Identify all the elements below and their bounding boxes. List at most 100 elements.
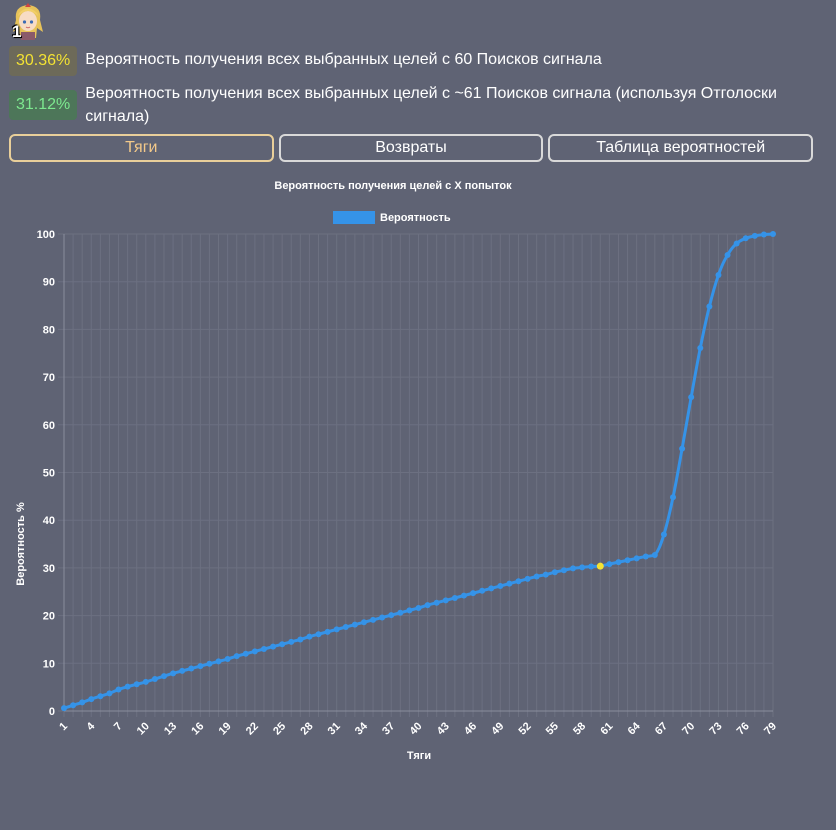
data-point[interactable] bbox=[742, 235, 749, 242]
data-point[interactable] bbox=[733, 240, 740, 247]
data-point[interactable] bbox=[179, 667, 186, 674]
data-point[interactable] bbox=[151, 676, 158, 683]
data-point[interactable] bbox=[488, 585, 495, 592]
data-point[interactable] bbox=[624, 557, 631, 564]
y-tick-label: 80 bbox=[43, 324, 55, 336]
data-point[interactable] bbox=[415, 604, 422, 611]
data-point[interactable] bbox=[751, 232, 758, 239]
data-point[interactable] bbox=[606, 561, 613, 568]
data-point[interactable] bbox=[433, 599, 440, 606]
data-point[interactable] bbox=[188, 665, 195, 672]
data-point[interactable] bbox=[451, 594, 458, 601]
chart-title: Вероятность получения целей с X попыток bbox=[274, 180, 512, 192]
data-point[interactable] bbox=[506, 580, 513, 587]
data-point[interactable] bbox=[97, 693, 104, 700]
data-point[interactable] bbox=[670, 494, 677, 501]
probability-chart: Вероятность получения целей с X попыток … bbox=[15, 180, 779, 762]
data-point[interactable] bbox=[306, 633, 313, 640]
data-point[interactable] bbox=[588, 563, 595, 570]
data-point[interactable] bbox=[70, 702, 77, 709]
data-point[interactable] bbox=[770, 231, 776, 237]
data-point[interactable] bbox=[242, 650, 249, 657]
data-point[interactable] bbox=[251, 648, 258, 655]
data-point[interactable] bbox=[124, 683, 131, 690]
tab-pulls[interactable]: Тяги bbox=[9, 134, 274, 162]
data-point[interactable] bbox=[679, 445, 686, 452]
data-point[interactable] bbox=[160, 673, 167, 680]
probability-badge-60: 30.36% bbox=[9, 46, 78, 76]
data-point[interactable] bbox=[406, 607, 413, 614]
data-point[interactable] bbox=[397, 609, 404, 616]
data-point[interactable] bbox=[88, 696, 95, 703]
data-point[interactable] bbox=[470, 590, 477, 597]
tab-probability-table[interactable]: Таблица вероятностей bbox=[548, 134, 814, 162]
data-point[interactable] bbox=[333, 626, 340, 633]
data-point[interactable] bbox=[424, 602, 431, 609]
data-point[interactable] bbox=[515, 578, 522, 585]
data-point[interactable] bbox=[379, 614, 386, 621]
data-point[interactable] bbox=[388, 612, 395, 619]
data-point[interactable] bbox=[497, 583, 504, 590]
x-tick-label: 79 bbox=[762, 720, 779, 737]
data-point[interactable] bbox=[642, 553, 649, 560]
x-tick-label: 67 bbox=[653, 720, 670, 737]
highlight-point[interactable] bbox=[596, 562, 604, 570]
y-axis-label: Вероятность % bbox=[15, 502, 27, 586]
data-point[interactable] bbox=[115, 686, 122, 693]
data-point[interactable] bbox=[206, 660, 213, 667]
data-point[interactable] bbox=[61, 705, 67, 712]
data-point[interactable] bbox=[233, 653, 240, 660]
data-point[interactable] bbox=[351, 621, 358, 628]
data-point[interactable] bbox=[260, 645, 267, 652]
legend-label[interactable]: Вероятность bbox=[380, 212, 451, 224]
data-point[interactable] bbox=[706, 303, 713, 310]
data-point[interactable] bbox=[133, 681, 140, 688]
data-point[interactable] bbox=[342, 624, 349, 631]
data-point[interactable] bbox=[270, 643, 277, 650]
data-point[interactable] bbox=[279, 641, 286, 648]
data-point[interactable] bbox=[360, 619, 367, 626]
data-point[interactable] bbox=[570, 565, 577, 572]
x-tick-label: 40 bbox=[407, 720, 424, 737]
legend-swatch[interactable] bbox=[333, 211, 375, 224]
data-point[interactable] bbox=[142, 678, 149, 685]
y-tick-label: 40 bbox=[43, 515, 55, 527]
y-tick-label: 100 bbox=[37, 229, 55, 241]
x-tick-label: 19 bbox=[217, 720, 234, 737]
data-point[interactable] bbox=[479, 587, 486, 594]
data-point[interactable] bbox=[660, 531, 667, 538]
x-tick-label: 46 bbox=[462, 720, 479, 737]
data-point[interactable] bbox=[106, 690, 113, 697]
data-point[interactable] bbox=[688, 394, 695, 401]
data-point[interactable] bbox=[460, 592, 467, 599]
data-point[interactable] bbox=[315, 631, 322, 638]
data-point[interactable] bbox=[297, 636, 304, 643]
data-point[interactable] bbox=[697, 345, 704, 352]
data-point[interactable] bbox=[651, 552, 658, 559]
data-point[interactable] bbox=[215, 658, 222, 665]
data-point[interactable] bbox=[324, 628, 331, 635]
data-point[interactable] bbox=[560, 567, 567, 574]
tab-returns[interactable]: Возвраты bbox=[278, 134, 544, 162]
data-point[interactable] bbox=[442, 597, 449, 604]
data-point[interactable] bbox=[524, 575, 531, 582]
data-point[interactable] bbox=[579, 564, 586, 571]
data-point[interactable] bbox=[224, 656, 231, 663]
data-point[interactable] bbox=[370, 616, 377, 623]
data-point[interactable] bbox=[551, 569, 558, 576]
data-point[interactable] bbox=[633, 555, 640, 562]
data-point[interactable] bbox=[724, 251, 731, 258]
data-point[interactable] bbox=[542, 571, 549, 578]
x-tick-label: 22 bbox=[244, 720, 261, 737]
data-point[interactable] bbox=[715, 272, 722, 279]
data-point[interactable] bbox=[197, 663, 204, 670]
data-point[interactable] bbox=[170, 670, 177, 677]
data-point[interactable] bbox=[615, 559, 622, 566]
x-tick-label: 31 bbox=[326, 720, 343, 737]
x-tick-label: 76 bbox=[735, 720, 752, 737]
data-point[interactable] bbox=[288, 638, 295, 645]
data-point[interactable] bbox=[760, 231, 767, 238]
y-tick-label: 10 bbox=[43, 658, 55, 670]
data-point[interactable] bbox=[533, 573, 540, 580]
data-point[interactable] bbox=[79, 699, 86, 706]
